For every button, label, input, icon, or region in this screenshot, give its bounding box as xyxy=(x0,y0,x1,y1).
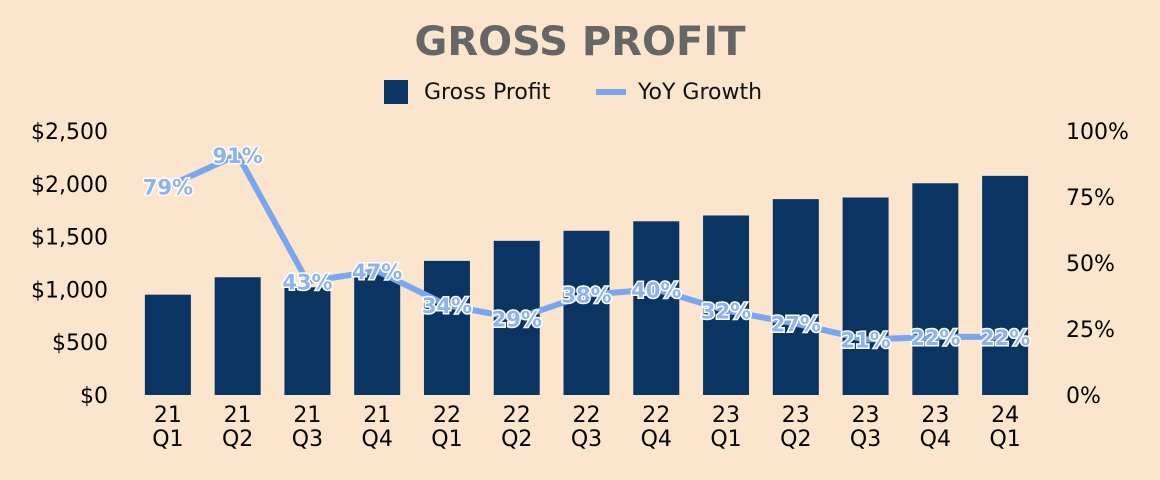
category-label-line: 23 xyxy=(852,403,880,428)
category-label-line: 23 xyxy=(712,403,740,428)
legend-label-gross-profit: Gross Profit xyxy=(424,80,551,105)
category-label-line: Q1 xyxy=(989,427,1020,452)
yoy-growth-data-label: 40% xyxy=(631,278,681,302)
yoy-growth-data-label: 38% xyxy=(561,284,611,308)
category-label-line: 21 xyxy=(293,403,321,428)
category-label-line: Q1 xyxy=(152,427,183,452)
bar-gross-profit xyxy=(214,277,261,395)
category-label: 21 Q3 xyxy=(292,403,323,452)
category-label-line: Q1 xyxy=(710,427,741,452)
category-label: 22 Q3 xyxy=(571,403,602,452)
category-label-line: 22 xyxy=(573,403,601,428)
left-axis-tick-label: $2,000 xyxy=(31,173,108,198)
category-label-line: Q4 xyxy=(920,427,951,452)
right-axis-tick-label: 50% xyxy=(1066,252,1115,277)
yoy-growth-data-label: 22% xyxy=(980,326,1030,350)
category-label-line: 22 xyxy=(642,403,670,428)
category-label: 21 Q1 xyxy=(152,403,183,452)
yoy-growth-line-layer xyxy=(164,151,1009,343)
chart-title: GROSS PROFIT xyxy=(415,19,747,65)
yoy-growth-data-label: 27% xyxy=(771,313,821,337)
right-axis: 0% 25% 50% 75% 100% xyxy=(1066,120,1129,409)
yoy-growth-data-label: 43% xyxy=(282,270,332,294)
right-axis-tick-label: 25% xyxy=(1066,318,1115,343)
category-label-line: Q3 xyxy=(850,427,881,452)
category-label-line: Q4 xyxy=(362,427,393,452)
category-label-line: 21 xyxy=(154,403,182,428)
legend: Gross Profit YoY Growth xyxy=(384,80,762,105)
category-label: 23 Q2 xyxy=(780,403,811,452)
category-label: 22 Q1 xyxy=(431,403,462,452)
yoy-growth-data-label: 91% xyxy=(213,144,263,168)
yoy-growth-data-label: 79% xyxy=(143,175,193,199)
bar-gross-profit xyxy=(912,183,959,395)
bar-gross-profit xyxy=(284,287,331,395)
category-label-line: 23 xyxy=(782,403,810,428)
category-label-line: Q3 xyxy=(292,427,323,452)
category-label: 22 Q4 xyxy=(641,403,672,452)
yoy-growth-data-label: 29% xyxy=(492,307,542,331)
yoy-growth-data-label: 34% xyxy=(422,294,472,318)
yoy-growth-data-label: 47% xyxy=(352,260,402,284)
category-label-line: Q3 xyxy=(571,427,602,452)
category-label-line: 22 xyxy=(433,403,461,428)
category-label: 21 Q4 xyxy=(362,403,393,452)
left-axis-tick-label: $0 xyxy=(80,384,108,409)
bars xyxy=(144,175,1029,395)
bar-gross-profit xyxy=(354,273,401,395)
legend-swatch-gross-profit xyxy=(384,80,408,104)
left-axis-tick-label: $500 xyxy=(52,331,108,356)
category-label-line: Q2 xyxy=(222,427,253,452)
bar-gross-profit xyxy=(772,199,819,395)
bar-gross-profit xyxy=(423,260,470,395)
category-label-line: Q4 xyxy=(641,427,672,452)
category-label: 22 Q2 xyxy=(501,403,532,452)
category-label: 21 Q2 xyxy=(222,403,253,452)
legend-label-yoy-growth: YoY Growth xyxy=(637,80,762,105)
left-axis-tick-label: $2,500 xyxy=(31,120,108,145)
category-label: 23 Q4 xyxy=(920,403,951,452)
data-labels: 79% 91% 43% 47% 34% 29% 38% 40% 32% 27% 21% 22% 22% xyxy=(141,142,1031,354)
yoy-growth-data-label: 22% xyxy=(910,326,960,350)
yoy-growth-data-label: 21% xyxy=(840,329,890,353)
category-label-line: 24 xyxy=(991,403,1019,428)
left-axis-tick-label: $1,000 xyxy=(31,278,108,303)
category-label-line: Q2 xyxy=(780,427,811,452)
yoy-growth-data-label: 32% xyxy=(701,300,751,324)
category-label-line: Q2 xyxy=(501,427,532,452)
right-axis-tick-label: 0% xyxy=(1066,384,1101,409)
bar-gross-profit xyxy=(982,175,1029,395)
left-axis-tick-label: $1,500 xyxy=(31,226,108,251)
bar-gross-profit xyxy=(633,221,680,395)
category-label-line: 21 xyxy=(224,403,252,428)
right-axis-tick-label: 75% xyxy=(1066,186,1115,211)
category-label: 23 Q3 xyxy=(850,403,881,452)
bar-gross-profit xyxy=(144,294,191,395)
category-label-line: Q1 xyxy=(431,427,462,452)
category-label-line: 21 xyxy=(363,403,391,428)
bar-gross-profit xyxy=(842,197,889,395)
category-label: 23 Q1 xyxy=(710,403,741,452)
right-axis-tick-label: 100% xyxy=(1066,120,1129,145)
left-axis: $0 $500 $1,000 $1,500 $2,000 $2,500 xyxy=(31,120,108,409)
yoy-growth-line xyxy=(164,151,1009,343)
category-label-line: 23 xyxy=(921,403,949,428)
bar-gross-profit xyxy=(563,230,610,395)
category-label: 24 Q1 xyxy=(989,403,1020,452)
category-label-line: 22 xyxy=(503,403,531,428)
